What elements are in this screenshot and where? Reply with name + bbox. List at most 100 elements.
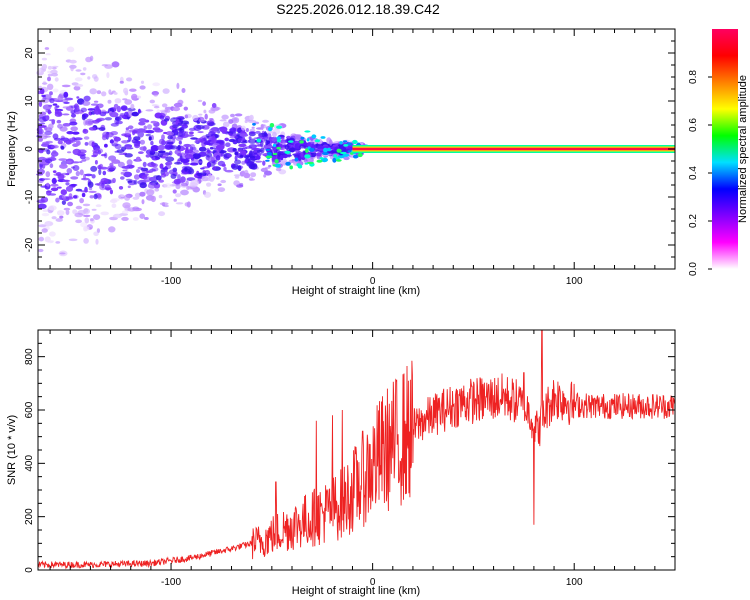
spectrogram-blob	[159, 202, 169, 206]
spectrogram-blob	[38, 122, 46, 125]
spectrogram-blob	[126, 159, 133, 166]
spectrogram-blob	[59, 215, 64, 219]
spectrogram-blob	[177, 153, 183, 157]
spectrogram-blob	[61, 84, 71, 88]
spectrogram-blob	[197, 99, 203, 103]
spectrogram-blob	[52, 170, 57, 174]
spectrogram-hot-cell	[284, 150, 291, 154]
spectrogram-blob	[139, 139, 145, 145]
spectrogram-blob	[120, 194, 125, 198]
spectrogram-blob	[180, 120, 189, 125]
spectrogram-hot-cell	[335, 159, 342, 162]
spectrogram-blob	[81, 192, 86, 198]
spectrogram-ytick-label: 0	[24, 146, 35, 152]
spectrogram-blob	[234, 175, 240, 179]
spectrogram-blob	[113, 213, 122, 219]
spectrogram-blob	[50, 144, 59, 149]
spectrogram-blob	[215, 134, 220, 138]
spectrogram-hot-cell	[304, 162, 309, 165]
spectrogram-blob	[97, 149, 102, 155]
spectrogram-blob	[173, 198, 177, 202]
spectrogram-blob	[79, 169, 84, 176]
spectrogram-blob	[100, 211, 109, 216]
spectrogram-blob	[94, 160, 98, 165]
spectrogram-blob	[83, 95, 91, 102]
spectrogram-blob	[107, 99, 112, 104]
spectrogram-blob	[233, 140, 238, 145]
spectrogram-blob	[54, 110, 59, 115]
spectrogram-blob	[154, 129, 160, 133]
spectrogram-blob	[95, 238, 99, 245]
spectrogram-blob	[175, 202, 184, 205]
spectrogram-blob	[225, 169, 234, 173]
spectrogram-hot-cell	[346, 142, 353, 146]
spectrogram-blob	[183, 166, 192, 170]
spectrogram-blob	[217, 130, 221, 134]
spectrogram-blob	[93, 193, 98, 200]
spectrogram-blob	[202, 101, 207, 106]
spectrogram-blob	[266, 140, 271, 145]
spectrogram-blob	[85, 120, 94, 126]
spectrogram-blob	[50, 69, 58, 75]
spectrogram-blob	[303, 158, 308, 164]
spectrogram-blob	[121, 210, 129, 214]
spectrogram-blob	[260, 124, 265, 127]
spectrogram-blob	[72, 209, 78, 215]
spectrogram-blob	[83, 136, 90, 140]
spectrogram-blob	[181, 88, 186, 93]
spectrogram-blob	[121, 146, 126, 152]
spectrogram-blob	[88, 127, 97, 131]
spectrogram-blob	[145, 109, 154, 112]
spectrogram-blob	[124, 99, 133, 105]
spectrogram-blob	[221, 163, 226, 167]
spectrogram-blob	[159, 163, 164, 169]
spectrogram-blob	[107, 165, 117, 171]
spectrogram-blob	[225, 142, 231, 147]
spectrogram-blob	[238, 143, 247, 148]
spectrogram-hot-cell	[304, 154, 311, 159]
spectrogram-ytick-label: -20	[24, 237, 35, 252]
snr-ytick-label: 400	[24, 455, 35, 472]
spectrogram-blob	[200, 167, 205, 170]
spectrogram-blob	[58, 158, 68, 162]
spectrogram-blob	[120, 105, 128, 111]
spectrogram-blob	[239, 133, 249, 137]
spectrogram-blob	[57, 123, 63, 129]
spectrogram-blob	[40, 185, 48, 188]
spectrogram-blob	[126, 77, 133, 82]
spectrogram-blob	[131, 111, 139, 117]
spectrogram-blob	[76, 106, 80, 111]
spectrogram-blob	[157, 144, 166, 151]
spectrogram-hot-cell	[300, 136, 305, 140]
spectrogram-blob	[140, 167, 149, 172]
spectrogram-blob	[178, 130, 187, 134]
spectrogram-blob	[90, 165, 98, 172]
spectrogram-blob	[186, 201, 191, 208]
spectrogram-blob	[249, 178, 255, 181]
spectrogram-hot-cell	[352, 139, 358, 145]
colorbar-tick-label: 0.4	[688, 166, 699, 180]
spectrogram-blob	[82, 203, 91, 207]
spectrogram-blob	[139, 146, 147, 151]
spectrogram-blob	[163, 118, 170, 122]
spectrogram-blob	[55, 197, 60, 203]
spectrogram-blob	[69, 64, 77, 69]
spectrogram-blob	[84, 173, 93, 177]
spectrogram-blob	[38, 124, 47, 128]
spectrogram-blob	[79, 155, 86, 160]
spectrogram-blob	[178, 140, 182, 145]
spectrogram-blob	[169, 145, 178, 150]
spectrogram-blob	[90, 218, 94, 222]
spectrogram-blob	[37, 248, 44, 253]
spectrogram-blob	[132, 217, 139, 221]
spectrogram-blob	[45, 109, 50, 113]
spectrogram-blob	[100, 177, 109, 184]
spectrogram-blob	[50, 151, 59, 157]
spectrogram-blob	[207, 156, 215, 162]
spectrogram-blob	[211, 137, 218, 144]
spectrogram-blob	[343, 156, 350, 161]
spectrogram-blob	[201, 175, 209, 182]
spectrogram-blob	[263, 174, 267, 178]
spectrogram-blob	[114, 98, 122, 104]
spectrogram-blob	[39, 88, 45, 95]
